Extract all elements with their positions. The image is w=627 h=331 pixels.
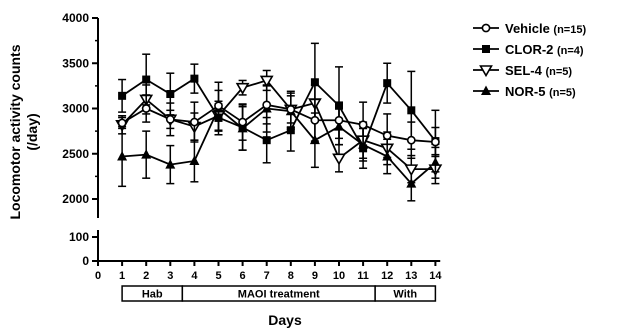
legend: Vehicle (n=15) CLOR-2 (n=4) SEL-4 (n=5) NOR… bbox=[473, 21, 586, 99]
legend-label: NOR-5 (n=5) bbox=[505, 84, 576, 99]
marker-filled-square bbox=[118, 91, 127, 100]
marker-filled-square bbox=[190, 74, 199, 83]
marker-filled-triangle bbox=[189, 155, 200, 165]
y-tick-label: 0 bbox=[82, 254, 89, 268]
marker-open-circle bbox=[165, 114, 175, 124]
y-tick-label: 3500 bbox=[62, 56, 89, 70]
legend-n: (n=5) bbox=[545, 66, 572, 78]
x-tick-label: 12 bbox=[381, 270, 393, 282]
marker-filled-square bbox=[286, 126, 295, 135]
legend-entry: NOR-5 (n=5) bbox=[473, 84, 576, 99]
legend-label: CLOR-2 (n=4) bbox=[505, 42, 584, 57]
marker-open-circle bbox=[141, 104, 151, 113]
marker-filled-square bbox=[310, 78, 319, 87]
series-nor-5 bbox=[117, 81, 441, 202]
x-tick-label: 4 bbox=[191, 270, 198, 282]
x-tick-label: 6 bbox=[240, 270, 246, 282]
legend-n: (n=15) bbox=[553, 24, 586, 36]
marker-filled-square bbox=[359, 144, 368, 153]
series bbox=[115, 42, 443, 202]
y-tick-label: 2000 bbox=[62, 192, 89, 206]
marker-filled-triangle bbox=[117, 150, 128, 161]
marker-filled-triangle bbox=[165, 159, 176, 169]
legend-label: SEL-4 (n=5) bbox=[505, 63, 572, 78]
marker-open-triangle bbox=[479, 65, 493, 78]
y-tick-label: 2500 bbox=[62, 147, 89, 161]
x-tick-label: 14 bbox=[429, 270, 442, 282]
x-tick-label: 13 bbox=[405, 270, 417, 282]
x-tick-label: 11 bbox=[357, 270, 369, 282]
series-sel-4 bbox=[115, 69, 443, 185]
axes: Locomotor activity counts (/day) Days 20… bbox=[7, 11, 442, 328]
y-axis-unit: (/day) bbox=[24, 113, 40, 150]
y-axis-title: Locomotor activity counts bbox=[7, 44, 23, 219]
marker-open-circle bbox=[310, 115, 320, 125]
marker-filled-square bbox=[262, 136, 271, 145]
marker-filled-triangle bbox=[481, 85, 491, 95]
marker-open-triangle bbox=[332, 153, 346, 166]
series-line bbox=[122, 107, 436, 185]
marker-open-triangle bbox=[259, 75, 274, 88]
marker-open-circle bbox=[358, 120, 368, 130]
marker-open-circle bbox=[214, 101, 223, 111]
phase-boxes: Hab MAOI treatment With bbox=[121, 285, 437, 302]
legend-n: (n=5) bbox=[549, 87, 576, 99]
marker-open-circle bbox=[262, 100, 272, 110]
marker-filled-square bbox=[142, 75, 151, 84]
series-vehicle bbox=[117, 85, 440, 160]
x-tick-label: 7 bbox=[264, 270, 270, 282]
y-tick-label: 4000 bbox=[62, 11, 89, 25]
marker-filled-triangle bbox=[141, 149, 152, 159]
phase-label: With bbox=[393, 289, 417, 301]
x-tick-label: 2 bbox=[143, 270, 149, 282]
marker-open-circle bbox=[481, 23, 491, 33]
marker-open-circle bbox=[189, 117, 199, 127]
x-tick-label: 1 bbox=[119, 270, 125, 282]
legend-entry: CLOR-2 (n=4) bbox=[473, 42, 584, 57]
y-tick-label: 100 bbox=[69, 230, 89, 244]
x-tick-label: 0 bbox=[95, 270, 101, 282]
y-tick-label: 3000 bbox=[62, 102, 89, 116]
legend-entry: Vehicle (n=15) bbox=[473, 21, 586, 36]
x-tick-label: 3 bbox=[167, 270, 173, 282]
x-tick-label: 9 bbox=[312, 270, 318, 282]
marker-open-circle bbox=[117, 118, 127, 128]
marker-open-circle bbox=[430, 137, 440, 147]
marker-filled-square bbox=[482, 45, 490, 53]
marker-open-triangle bbox=[235, 82, 250, 95]
marker-filled-square bbox=[383, 79, 392, 88]
x-axis-title: Days bbox=[268, 312, 302, 328]
legend-label: Vehicle (n=15) bbox=[505, 21, 586, 36]
x-tick-label: 8 bbox=[288, 270, 294, 282]
phase-label: MAOI treatment bbox=[238, 289, 320, 301]
marker-open-triangle bbox=[404, 164, 419, 177]
phase-box bbox=[374, 285, 437, 302]
legend-entry: SEL-4 (n=5) bbox=[473, 63, 572, 78]
marker-open-circle bbox=[286, 105, 296, 114]
marker-open-circle bbox=[406, 135, 416, 145]
x-tick-label: 5 bbox=[215, 270, 221, 282]
legend-n: (n=4) bbox=[557, 45, 584, 57]
marker-open-circle bbox=[238, 117, 247, 127]
series-line bbox=[121, 77, 437, 151]
x-tick-label: 10 bbox=[333, 270, 345, 282]
phase-label: Hab bbox=[142, 289, 163, 301]
marker-filled-square bbox=[166, 90, 175, 99]
marker-open-circle bbox=[382, 131, 392, 141]
marker-filled-square bbox=[407, 106, 416, 115]
marker-open-circle bbox=[334, 115, 344, 125]
